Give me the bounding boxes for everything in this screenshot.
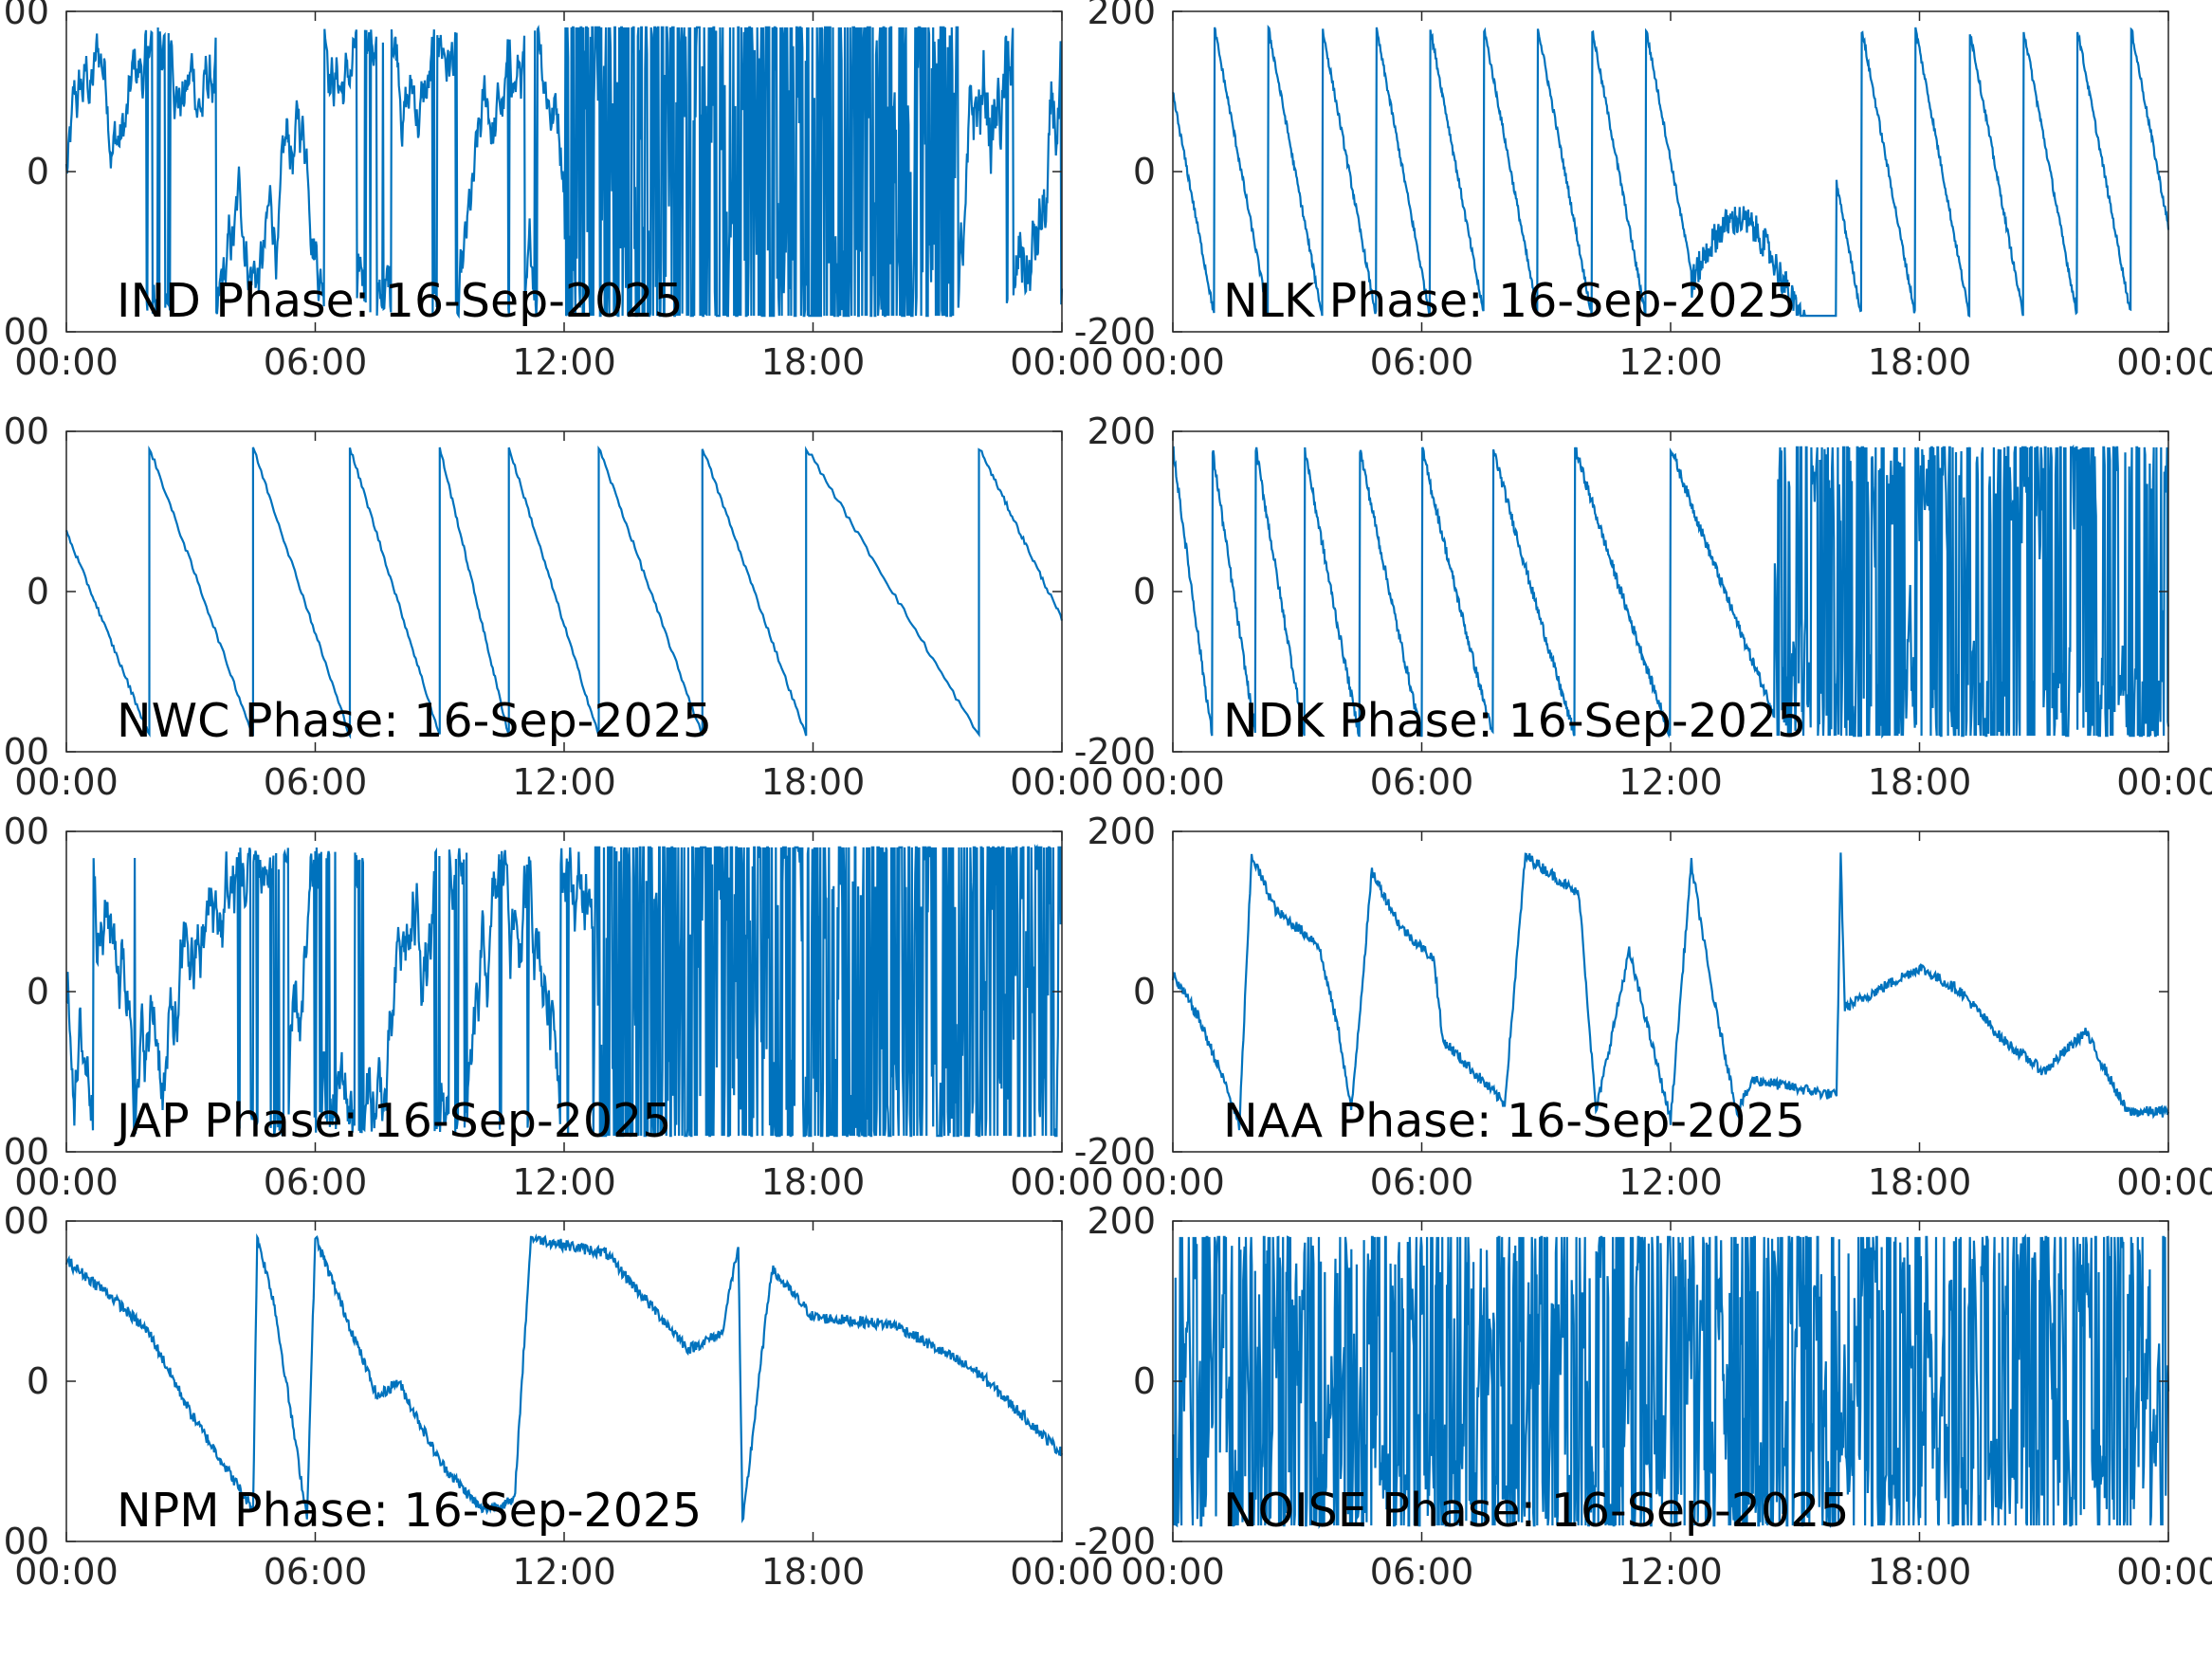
x-tick-label: 00:00 [1121, 341, 1225, 383]
y-tick-label: 200 [1087, 410, 1156, 452]
panel-title: NDK Phase: 16-Sep-2025 [1223, 694, 1806, 748]
x-tick-label: 00:00 [14, 761, 119, 803]
x-tick-label: 06:00 [264, 761, 368, 803]
y-tick-label: 0 [27, 571, 49, 612]
y-tick-label: -200 [1074, 731, 1156, 773]
phase-series-line [64, 445, 1064, 739]
panel-title: NWC Phase: 16-Sep-2025 [117, 694, 712, 748]
x-tick-label: 06:00 [1370, 1551, 1474, 1593]
plot-area [1173, 11, 2168, 332]
phase-series-line [64, 1232, 1064, 1523]
x-tick-label: 12:00 [512, 1551, 616, 1593]
y-tick-label: 0 [1133, 1360, 1156, 1402]
y-tick-label: -200 [1074, 1521, 1156, 1562]
y-tick-label: 200 [0, 410, 49, 452]
plot-area [1173, 831, 2168, 1152]
x-tick-label: 12:00 [512, 761, 616, 803]
phase-series-line [64, 25, 1064, 319]
y-tick-label: -200 [0, 731, 49, 773]
panel-title: IND Phase: 16-Sep-2025 [117, 274, 684, 328]
y-tick-label: 200 [1087, 0, 1156, 32]
phase-series-line [1172, 24, 2170, 318]
y-tick-label: 200 [1087, 811, 1156, 852]
x-tick-label: 00:00 [2116, 341, 2212, 383]
x-tick-label: 18:00 [761, 341, 866, 383]
x-tick-label: 06:00 [264, 1161, 368, 1203]
x-tick-label: 18:00 [1868, 1551, 1972, 1593]
y-tick-label: 200 [1087, 1200, 1156, 1242]
y-tick-label: 200 [0, 0, 49, 32]
x-tick-label: 12:00 [1618, 1551, 1723, 1593]
panel-title: NPM Phase: 16-Sep-2025 [117, 1484, 702, 1538]
y-tick-label: -200 [1074, 1131, 1156, 1173]
x-tick-label: 00:00 [1010, 1161, 1114, 1203]
x-tick-label: 00:00 [1121, 1161, 1225, 1203]
x-tick-label: 00:00 [14, 1161, 119, 1203]
x-tick-label: 00:00 [1010, 341, 1114, 383]
y-tick-label: -200 [0, 1131, 49, 1173]
x-tick-label: 00:00 [1121, 1551, 1225, 1593]
panel-title: NLK Phase: 16-Sep-2025 [1223, 274, 1797, 328]
x-tick-label: 18:00 [761, 1551, 866, 1593]
y-tick-label: -200 [0, 311, 49, 353]
y-tick-label: -200 [0, 1521, 49, 1562]
x-tick-label: 18:00 [761, 761, 866, 803]
y-tick-label: 0 [27, 1360, 49, 1402]
y-tick-label: 200 [0, 1200, 49, 1242]
panel-title: NAA Phase: 16-Sep-2025 [1223, 1094, 1805, 1148]
y-tick-label: 0 [27, 151, 49, 192]
x-tick-label: 06:00 [1370, 1161, 1474, 1203]
x-tick-label: 06:00 [264, 1551, 368, 1593]
x-tick-label: 18:00 [1868, 341, 1972, 383]
x-tick-label: 00:00 [2116, 761, 2212, 803]
plot-area [66, 1221, 1062, 1541]
x-tick-label: 06:00 [1370, 761, 1474, 803]
x-tick-label: 12:00 [1618, 761, 1723, 803]
x-tick-label: 00:00 [2116, 1551, 2212, 1593]
panel-title: NOISE Phase: 16-Sep-2025 [1223, 1484, 1849, 1538]
y-tick-label: 0 [1133, 571, 1156, 612]
x-tick-label: 00:00 [2116, 1161, 2212, 1203]
x-tick-label: 00:00 [14, 341, 119, 383]
x-tick-label: 00:00 [1010, 1551, 1114, 1593]
x-tick-label: 06:00 [264, 341, 368, 383]
y-tick-label: 200 [0, 811, 49, 852]
x-tick-label: 12:00 [512, 1161, 616, 1203]
y-tick-label: 0 [1133, 971, 1156, 1012]
phase-series-line [65, 844, 1063, 1138]
plot-area [66, 431, 1062, 752]
y-tick-label: 0 [27, 971, 49, 1012]
x-tick-label: 00:00 [1121, 761, 1225, 803]
y-tick-label: -200 [1074, 311, 1156, 353]
phase-series-line [1172, 1232, 2170, 1530]
phase-series-line [1171, 852, 2170, 1131]
x-tick-label: 18:00 [1868, 1161, 1972, 1203]
panel-title: JAP Phase: 16-Sep-2025 [114, 1094, 671, 1148]
x-tick-label: 18:00 [1868, 761, 1972, 803]
x-tick-label: 12:00 [1618, 1161, 1723, 1203]
x-tick-label: 06:00 [1370, 341, 1474, 383]
x-tick-label: 00:00 [1010, 761, 1114, 803]
x-tick-label: 12:00 [1618, 341, 1723, 383]
x-tick-label: 18:00 [761, 1161, 866, 1203]
x-tick-label: 12:00 [512, 341, 616, 383]
x-tick-label: 00:00 [14, 1551, 119, 1593]
y-tick-label: 0 [1133, 151, 1156, 192]
phase-series-line [1172, 444, 2170, 739]
